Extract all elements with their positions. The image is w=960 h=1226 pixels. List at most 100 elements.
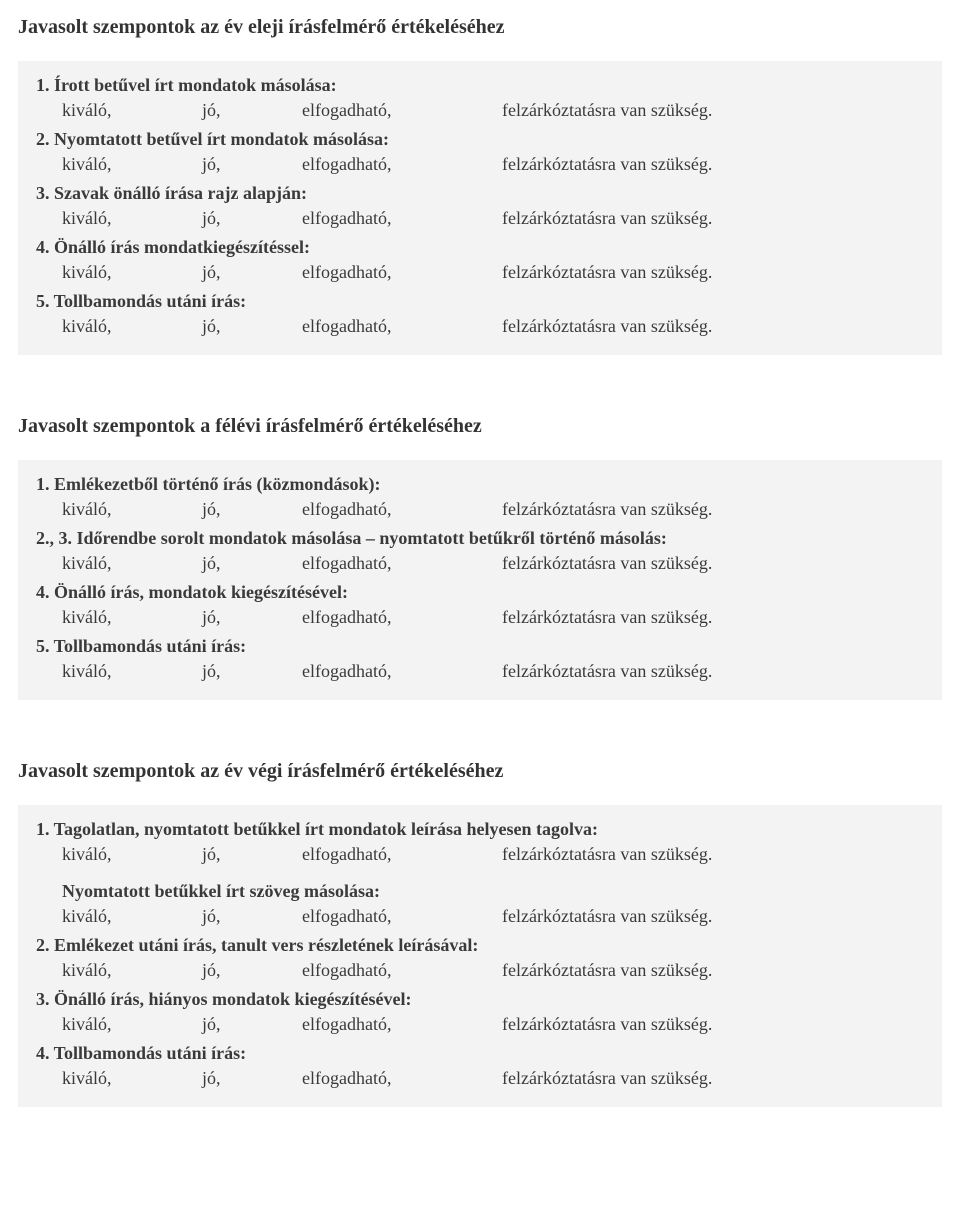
rating-c2: jó,: [202, 960, 302, 981]
list-item: 1. Írott betűvel írt mondatok másolása: k…: [32, 75, 928, 129]
item-heading: 4. Önálló írás, mondatok kiegészítésével…: [32, 582, 928, 603]
list-item: 4. Tollbamondás utáni írás: kiváló,jó,elf…: [32, 1043, 928, 1089]
item-heading: 3. Önálló írás, hiányos mondatok kiegész…: [32, 989, 928, 1010]
rating-c1: kiváló,: [62, 844, 202, 865]
rating-row: kiváló,jó,elfogadható,felzárkóztatásra v…: [32, 960, 928, 989]
rating-row: kiváló,jó,elfogadható,felzárkóztatásra v…: [32, 661, 928, 682]
rating-c1: kiváló,: [62, 906, 202, 927]
rating-c4: felzárkóztatásra van szükség.: [502, 1014, 928, 1035]
rating-c1: kiváló,: [62, 1014, 202, 1035]
list-item: 1. Tagolatlan, nyomtatott betűkkel írt m…: [32, 819, 928, 935]
item-heading: 5. Tollbamondás utáni írás:: [32, 291, 928, 312]
rating-c1: kiváló,: [62, 262, 202, 283]
rating-row: kiváló,jó,elfogadható,felzárkóztatásra v…: [32, 607, 928, 636]
rating-c4: felzárkóztatásra van szükség.: [502, 553, 928, 574]
rating-c1: kiváló,: [62, 208, 202, 229]
rating-c3: elfogadható,: [302, 661, 502, 682]
section-title: Javasolt szempontok a félévi írásfelmérő…: [18, 415, 942, 438]
rating-row: kiváló,jó,elfogadható,felzárkóztatásra v…: [32, 208, 928, 237]
section-title: Javasolt szempontok az év eleji írásfelm…: [18, 16, 942, 39]
rating-c1: kiváló,: [62, 661, 202, 682]
rating-c2: jó,: [202, 553, 302, 574]
rating-c3: elfogadható,: [302, 1068, 502, 1089]
rating-c4: felzárkóztatásra van szükség.: [502, 1068, 928, 1089]
rating-c3: elfogadható,: [302, 154, 502, 175]
rating-c4: felzárkóztatásra van szükség.: [502, 960, 928, 981]
rating-c1: kiváló,: [62, 1068, 202, 1089]
rating-row: kiváló,jó,elfogadható,felzárkóztatásra v…: [32, 1014, 928, 1043]
rating-row: kiváló,jó,elfogadható,felzárkóztatásra v…: [32, 553, 928, 582]
item-heading: 5. Tollbamondás utáni írás:: [32, 636, 928, 657]
rating-c2: jó,: [202, 262, 302, 283]
rating-row: kiváló,jó,elfogadható,felzárkóztatásra v…: [32, 316, 928, 337]
rating-c1: kiváló,: [62, 960, 202, 981]
rating-c4: felzárkóztatásra van szükség.: [502, 844, 928, 865]
rating-row: kiváló,jó,elfogadható,felzárkóztatásra v…: [32, 262, 928, 291]
rating-c3: elfogadható,: [302, 100, 502, 121]
rating-c2: jó,: [202, 661, 302, 682]
item-heading: 2. Emlékezet utáni írás, tanult vers rés…: [32, 935, 928, 956]
list-item: 1. Emlékezetből történő írás (közmondáso…: [32, 474, 928, 528]
rating-c3: elfogadható,: [302, 553, 502, 574]
rating-c4: felzárkóztatásra van szükség.: [502, 100, 928, 121]
item-heading: 2. Nyomtatott betűvel írt mondatok másol…: [32, 129, 928, 150]
rating-c4: felzárkóztatásra van szükség.: [502, 906, 928, 927]
rating-c1: kiváló,: [62, 607, 202, 628]
rating-c1: kiváló,: [62, 100, 202, 121]
rating-c3: elfogadható,: [302, 499, 502, 520]
rating-row: kiváló,jó,elfogadható,felzárkóztatásra v…: [32, 154, 928, 183]
list-item: 2. Nyomtatott betűvel írt mondatok másol…: [32, 129, 928, 183]
rating-c1: kiváló,: [62, 553, 202, 574]
item-heading: 4. Tollbamondás utáni írás:: [32, 1043, 928, 1064]
rating-c4: felzárkóztatásra van szükség.: [502, 499, 928, 520]
list-item: 5. Tollbamondás utáni írás: kiváló,jó,elf…: [32, 291, 928, 337]
item-subheading: Nyomtatott betűkkel írt szöveg másolása:: [32, 881, 928, 902]
rating-c2: jó,: [202, 1068, 302, 1089]
rating-c3: elfogadható,: [302, 262, 502, 283]
rating-c1: kiváló,: [62, 316, 202, 337]
list-item: 5. Tollbamondás utáni írás: kiváló,jó,elf…: [32, 636, 928, 682]
list-item: 3. Önálló írás, hiányos mondatok kiegész…: [32, 989, 928, 1043]
document-page: Javasolt szempontok az év eleji írásfelm…: [0, 0, 960, 1197]
rating-row: kiváló,jó,elfogadható,felzárkóztatásra v…: [32, 1068, 928, 1089]
rating-c2: jó,: [202, 607, 302, 628]
rating-c4: felzárkóztatásra van szükség.: [502, 262, 928, 283]
item-heading: 3. Szavak önálló írása rajz alapján:: [32, 183, 928, 204]
rating-c2: jó,: [202, 100, 302, 121]
section-block: 1. Írott betűvel írt mondatok másolása: k…: [18, 61, 942, 355]
section-block: 1. Tagolatlan, nyomtatott betűkkel írt m…: [18, 805, 942, 1107]
rating-c4: felzárkóztatásra van szükség.: [502, 208, 928, 229]
rating-c1: kiváló,: [62, 154, 202, 175]
rating-c2: jó,: [202, 316, 302, 337]
rating-row: kiváló,jó,elfogadható,felzárkóztatásra v…: [32, 100, 928, 129]
item-heading: 1. Írott betűvel írt mondatok másolása:: [32, 75, 928, 96]
list-item: 2., 3. Időrendbe sorolt mondatok másolás…: [32, 528, 928, 582]
list-item: 4. Önálló írás, mondatok kiegészítésével…: [32, 582, 928, 636]
rating-c2: jó,: [202, 844, 302, 865]
item-heading: 2., 3. Időrendbe sorolt mondatok másolás…: [32, 528, 928, 549]
rating-c1: kiváló,: [62, 499, 202, 520]
rating-c2: jó,: [202, 208, 302, 229]
list-item: 4. Önálló írás mondatkiegészítéssel: kivá…: [32, 237, 928, 291]
rating-c3: elfogadható,: [302, 208, 502, 229]
rating-row: kiváló,jó,elfogadható,felzárkóztatásra v…: [32, 844, 928, 873]
rating-c4: felzárkóztatásra van szükség.: [502, 154, 928, 175]
rating-c2: jó,: [202, 1014, 302, 1035]
rating-c3: elfogadható,: [302, 607, 502, 628]
rating-c3: elfogadható,: [302, 1014, 502, 1035]
rating-c4: felzárkóztatásra van szükség.: [502, 607, 928, 628]
rating-c3: elfogadható,: [302, 316, 502, 337]
item-heading: 4. Önálló írás mondatkiegészítéssel:: [32, 237, 928, 258]
rating-c3: elfogadható,: [302, 844, 502, 865]
rating-c2: jó,: [202, 906, 302, 927]
rating-c3: elfogadható,: [302, 906, 502, 927]
item-heading: 1. Emlékezetből történő írás (közmondáso…: [32, 474, 928, 495]
rating-c4: felzárkóztatásra van szükség.: [502, 316, 928, 337]
section-title: Javasolt szempontok az év végi írásfelmé…: [18, 760, 942, 783]
list-item: 3. Szavak önálló írása rajz alapján: kivá…: [32, 183, 928, 237]
rating-row: kiváló,jó,elfogadható,felzárkóztatásra v…: [32, 499, 928, 528]
section-block: 1. Emlékezetből történő írás (közmondáso…: [18, 460, 942, 700]
rating-c4: felzárkóztatásra van szükség.: [502, 661, 928, 682]
item-heading: 1. Tagolatlan, nyomtatott betűkkel írt m…: [32, 819, 928, 840]
list-item: 2. Emlékezet utáni írás, tanult vers rés…: [32, 935, 928, 989]
